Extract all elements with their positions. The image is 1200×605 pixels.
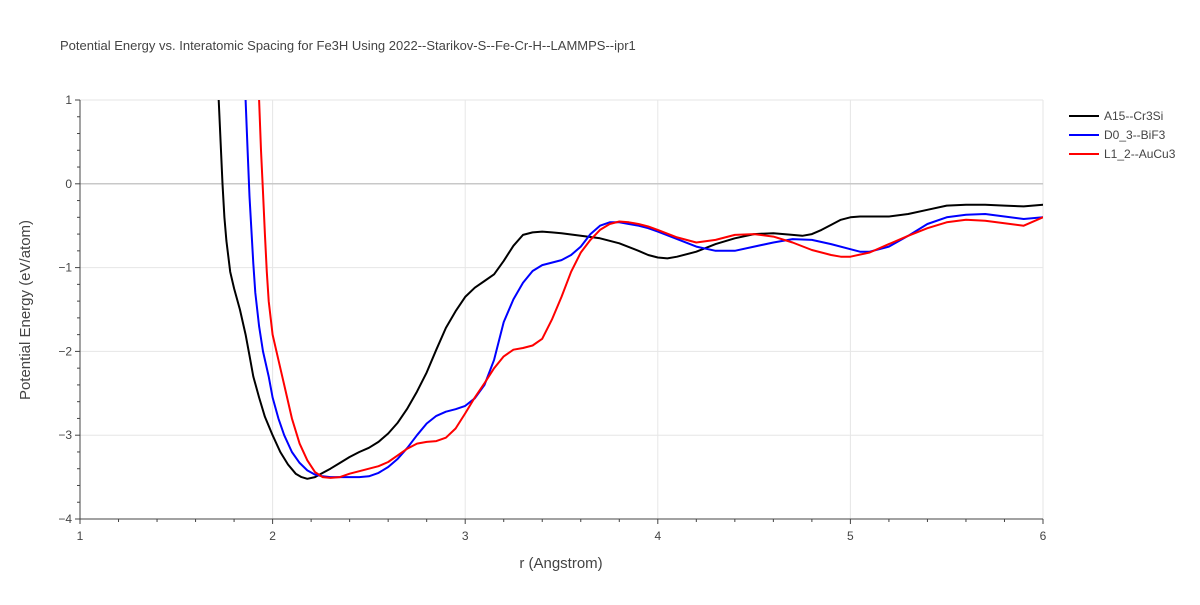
series-layer [217,100,1043,480]
y-tick-label: −2 [58,344,72,358]
legend-item-a15-cr3si[interactable]: A15--Cr3Si [1069,109,1163,123]
y-tick-label: 0 [65,177,72,191]
legend-label: D0_3--BiF3 [1104,128,1166,142]
y-tick-label: −4 [58,512,72,526]
y-tick-label: −1 [58,261,72,275]
legend-label: A15--Cr3Si [1104,109,1163,123]
x-tick-label: 4 [654,529,661,543]
x-tick-label: 2 [269,529,276,543]
x-axis-label: r (Angstrom) [519,555,602,572]
x-tick-label: 5 [847,529,854,543]
series-line-d0-3-bif3 [244,100,1043,479]
x-tick-label: 6 [1040,529,1047,543]
chart-title: Potential Energy vs. Interatomic Spacing… [60,38,636,53]
legend-item-d0-3-bif3[interactable]: D0_3--BiF3 [1069,128,1166,142]
series-line-l1-2-aucu3 [258,100,1043,479]
axis-layer: 1 2 3 4 5 6 1 0 −1 −2 −3 −4 [58,93,1046,543]
x-tick-label: 1 [77,529,84,543]
y-tick-label: 1 [65,93,72,107]
y-tick-label: −3 [58,428,72,442]
legend-label: L1_2--AuCu3 [1104,147,1176,161]
legend-item-l1-2-aucu3[interactable]: L1_2--AuCu3 [1069,147,1176,161]
x-tick-label: 3 [462,529,469,543]
legend[interactable]: A15--Cr3Si D0_3--BiF3 L1_2--AuCu3 [1069,109,1176,161]
y-axis-label: Potential Energy (eV/atom) [17,220,34,400]
grid-layer [80,99,1044,519]
series-line-a15-cr3si [217,100,1043,480]
